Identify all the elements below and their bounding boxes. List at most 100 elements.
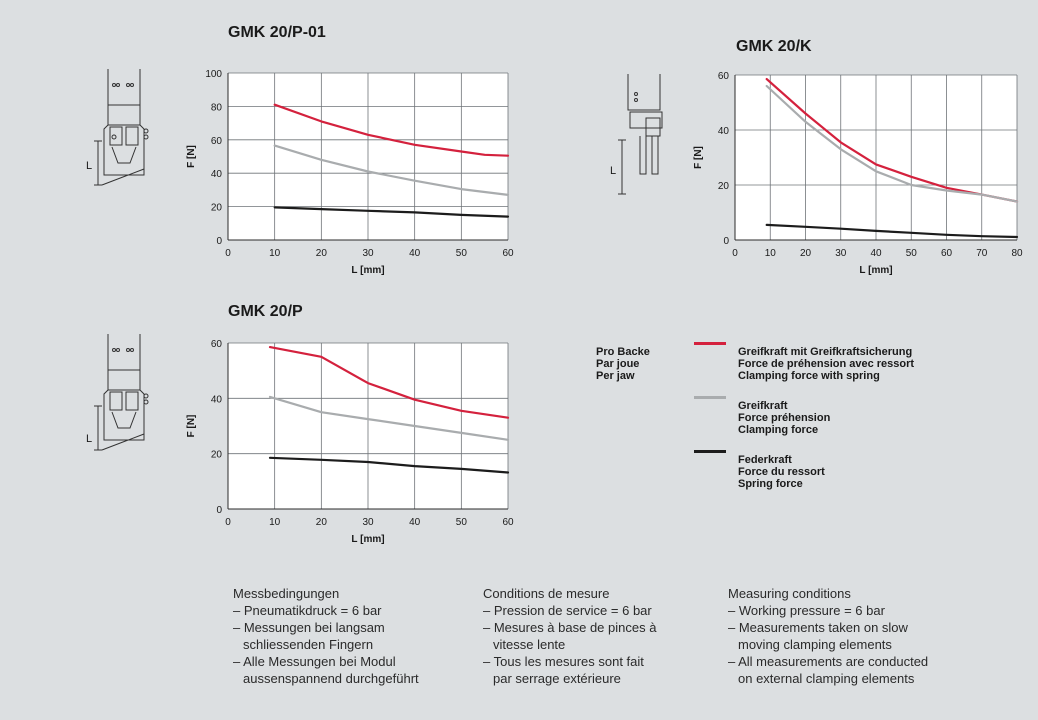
plot-area [735, 75, 1017, 240]
notes-heading: Measuring conditions [728, 586, 851, 601]
legend-entry-red: Greifkraft mit Greifkraftsicherung Force… [738, 346, 914, 382]
x-tick-label: 50 [456, 517, 468, 528]
x-tick-label: 20 [316, 517, 328, 528]
sketch-l-label: L [86, 160, 92, 172]
x-tick-label: 80 [1011, 248, 1023, 259]
y-tick-label: 40 [211, 169, 223, 180]
notes-line: – Pneumatikdruck = 6 bar [233, 603, 382, 618]
legend-entry-line: Clamping force [738, 424, 819, 436]
series-line-gray [268, 395, 510, 441]
plot-area [228, 343, 508, 509]
legend-jaw-label-fr: Par joue [596, 358, 640, 370]
y-tick-label: 60 [211, 339, 223, 350]
series-line-black [273, 206, 510, 218]
legend-swatch-red [694, 342, 726, 345]
notes-line: schliessenden Fingern [243, 637, 374, 652]
legend-entry-line: Greifkraft mit Greifkraftsicherung [738, 346, 913, 358]
x-tick-label: 50 [456, 248, 468, 259]
notes-heading: Messbedingungen [233, 586, 340, 601]
notes-line: – Tous les mesures sont fait [483, 654, 644, 669]
notes-line: moving clamping elements [738, 637, 892, 652]
series-line-gray [273, 144, 510, 196]
legend: Pro Backe Par joue Per jaw Greifkraft mi… [590, 340, 990, 500]
notes-line: – Alle Messungen bei Modul [233, 654, 396, 669]
y-axis-label: F [N] [186, 145, 197, 168]
legend-entry-black: Federkraft Force du ressort Spring force [738, 454, 825, 490]
notes-line: – Measurements taken on slow [728, 620, 908, 635]
y-tick-label: 20 [211, 450, 223, 461]
legend-jaw-label-de: Pro Backe [596, 346, 650, 358]
series-line-black [765, 223, 1019, 239]
series-line-black [268, 456, 510, 474]
x-tick-label: 30 [362, 248, 374, 259]
notes-line: – Working pressure = 6 bar [728, 603, 885, 618]
x-tick-label: 0 [225, 517, 231, 528]
chart-title-gmk20p: GMK 20/P [228, 303, 303, 320]
plot-area [228, 73, 508, 240]
x-tick-label: 60 [502, 248, 514, 259]
legend-entry-line: Clamping force with spring [738, 370, 880, 382]
legend-per-jaw: Pro Backe Par joue Per jaw [596, 346, 650, 382]
y-tick-label: 20 [211, 203, 223, 214]
chart-title-gmk20p01: GMK 20/P-01 [228, 24, 326, 41]
y-tick-label: 0 [723, 236, 729, 247]
notes-line: – Mesures à base de pinces à [483, 620, 657, 635]
notes-heading: Conditions de mesure [483, 586, 610, 601]
series-line-red [268, 346, 510, 419]
legend-entry-line: Spring force [738, 478, 803, 490]
x-tick-label: 10 [269, 248, 281, 259]
notes-line: vitesse lente [493, 637, 566, 652]
legend-entry-line: Federkraft [738, 454, 792, 466]
y-tick-label: 100 [205, 69, 222, 80]
notes-line: – Messungen bei langsam [233, 620, 385, 635]
x-tick-label: 0 [225, 248, 231, 259]
sketch-l-label: L [610, 165, 616, 177]
x-tick-label: 40 [870, 248, 882, 259]
notes-line: on external clamping elements [738, 671, 915, 686]
x-tick-label: 70 [976, 248, 988, 259]
series-line-red [765, 77, 1019, 203]
notes-line: aussenspannend durchgeführt [243, 671, 419, 686]
x-axis-label: L [mm] [351, 265, 384, 276]
notes-line: – All measurements are conducted [728, 654, 929, 669]
notes-english: Measuring conditions – Working pressure … [728, 585, 928, 687]
x-tick-label: 20 [316, 248, 328, 259]
y-tick-label: 40 [718, 126, 730, 137]
legend-entry-line: Force préhension [738, 412, 831, 424]
y-tick-label: 0 [216, 505, 222, 516]
legend-swatch-gray [694, 396, 726, 399]
y-tick-label: 0 [216, 236, 222, 247]
x-tick-label: 50 [906, 248, 918, 259]
notes-line: par serrage extérieure [493, 671, 621, 686]
series-line-gray [765, 84, 1019, 203]
y-tick-label: 40 [211, 394, 223, 405]
x-tick-label: 30 [835, 248, 847, 259]
x-tick-label: 60 [941, 248, 953, 259]
x-axis-label: L [mm] [351, 534, 384, 545]
x-tick-label: 10 [765, 248, 777, 259]
notes-french: Conditions de mesure – Pression de servi… [483, 585, 656, 687]
x-tick-label: 40 [409, 517, 421, 528]
chart-title-gmk20k: GMK 20/K [736, 38, 812, 55]
y-axis-label: F [N] [186, 415, 197, 438]
plot-1: 0 10 20 30 40 50 60 70 80 0 20 40 60 L [mm] F [N] [693, 71, 1023, 276]
y-tick-label: 60 [718, 71, 730, 82]
y-tick-label: 20 [718, 181, 730, 192]
x-tick-label: 60 [502, 517, 514, 528]
plot-2: 0 10 20 30 40 50 60 0 20 40 60 L [mm] F [N] [186, 339, 514, 545]
notes-german: Messbedingungen – Pneumatikdruck = 6 bar… [233, 585, 419, 687]
gripper-sketch-icon: L [86, 334, 149, 451]
x-tick-label: 40 [409, 248, 421, 259]
series-line-red [273, 103, 510, 157]
notes-line: – Pression de service = 6 bar [483, 603, 652, 618]
y-tick-label: 60 [211, 136, 223, 147]
legend-swatch-black [694, 450, 726, 453]
x-tick-label: 30 [362, 517, 374, 528]
gripper-sketch-icon: L [610, 74, 663, 195]
legend-entry-line: Greifkraft [738, 400, 788, 412]
legend-jaw-label-en: Per jaw [596, 370, 635, 382]
x-axis-label: L [mm] [859, 265, 892, 276]
sketch-l-label: L [86, 433, 92, 445]
plot-0: 0 10 20 30 40 50 60 0 20 40 60 80 100 L [mm] F [N] [186, 69, 514, 276]
legend-entry-line: Force de préhension avec ressort [738, 358, 915, 370]
